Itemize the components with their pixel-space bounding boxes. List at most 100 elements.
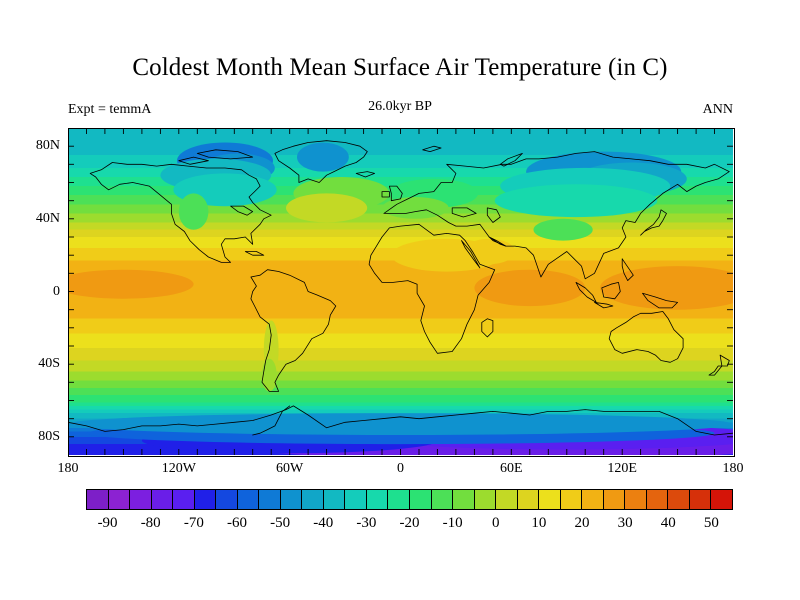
colorbar-segment [582,490,604,509]
coastline-path [708,354,730,376]
coastline-path [621,258,634,282]
anomaly-region [178,193,209,230]
coastline-path [355,171,376,178]
anomaly-region [297,142,349,172]
colorbar[interactable] [86,489,733,510]
colorbar-segment [194,490,217,509]
colorbar-tick-label: 0 [492,515,500,531]
colorbar-segment [711,490,732,509]
coastline-path [486,207,501,223]
colorbar-segment [302,490,324,509]
colorbar-segment [388,490,410,509]
coastline-path [274,140,368,183]
season-label: ANN [702,102,733,117]
colorbar-segment [216,490,238,509]
coastline-path [178,156,209,165]
anomaly-region [494,184,658,218]
colorbar-segment [87,490,109,509]
x-axis-tick-label: 120E [607,461,637,476]
colorbar-segment [108,490,131,509]
anomaly-region [68,413,733,435]
colorbar-tick-label: -40 [313,515,334,531]
coastline-path [230,205,254,216]
colorbar-segment [603,490,626,509]
colorbar-segment [409,490,432,509]
coastline-path [68,405,733,436]
coastline-path [601,281,621,300]
y-axis-tick-label: 80S [38,428,60,444]
x-axis-tick-label: 180 [57,461,79,476]
coastline-path [481,318,494,338]
colorbar-tick-label: -80 [140,515,161,531]
coastline-path [640,209,667,236]
colorbar-segment [625,490,647,509]
page-title: Coldest Month Mean Surface Air Temperatu… [132,54,668,81]
colorbar-tick-label: -50 [270,515,291,531]
colorbar-segment [668,490,690,509]
coastline-path [461,240,481,269]
anomaly-region [261,358,277,392]
coastline-path [196,149,254,160]
axis-ticks [68,128,733,455]
colorbar-segment [280,490,303,509]
colorbar-segment [366,490,389,509]
colorbar-segment [130,490,152,509]
y-axis-tick-label: 0 [53,283,60,299]
coastline-path [244,251,265,256]
colorbar-segment [646,490,669,509]
coastline-path [381,191,390,198]
coastline-path [89,162,272,263]
colorbar-segment [453,490,475,509]
colorbar-segment [345,490,367,509]
x-axis-tick-label: 180 [722,461,744,476]
regional-anomalies [68,142,733,455]
coastline-path [422,145,442,153]
coastline-path [642,292,678,309]
anomaly-region [474,269,586,307]
colorbar-segment [517,490,540,509]
colorbar-segment [560,490,583,509]
colorbar-tick-label: -90 [97,515,118,531]
colorbar-tick-label: -30 [356,515,377,531]
anomaly-region [533,218,593,241]
coastline-path [252,405,291,436]
colorbar-tick-label: 50 [703,515,719,531]
colorbar-tick-label: -70 [183,515,204,531]
x-axis-tick-label: 120W [161,461,196,476]
colorbar-tick-label: 20 [574,515,590,531]
colorbar-segment [151,490,174,509]
epoch-label: 26.0kyr BP [368,99,432,114]
coastline-path [608,311,684,363]
colorbar-segment [474,490,497,509]
colorbar-segment [237,490,260,509]
colorbar-segment [173,490,195,509]
colorbar-tick-label: -60 [226,515,247,531]
anomaly-region [286,193,368,223]
map-svg [68,128,733,455]
x-axis-tick-label: 0 [397,461,404,476]
colorbar-segment [323,490,346,509]
colorbar-tick-label: 30 [617,515,633,531]
colorbar-tick-label: -20 [399,515,420,531]
coastline-path [499,152,523,167]
colorbar-segment [689,490,712,509]
coastline-path [368,223,496,354]
coastline-path [594,301,614,309]
colorbar-tick-label: 40 [660,515,676,531]
colorbar-tick-label: 10 [531,515,547,531]
experiment-label: Expt = temmA [68,102,152,117]
map-plot [68,128,733,455]
colorbar-segment [539,490,561,509]
x-axis-tick-label: 60E [500,461,523,476]
x-axis-tick-label: 60W [276,461,304,476]
anomaly-region [68,269,194,299]
colorbar-segment [496,490,518,509]
y-axis-tick-label: 80N [35,138,60,154]
y-axis-tick-label: 40S [38,356,60,372]
colorbar-segment [431,490,454,509]
coastline-path [383,151,730,280]
anomaly-region [600,266,733,310]
coastlines [68,140,733,436]
